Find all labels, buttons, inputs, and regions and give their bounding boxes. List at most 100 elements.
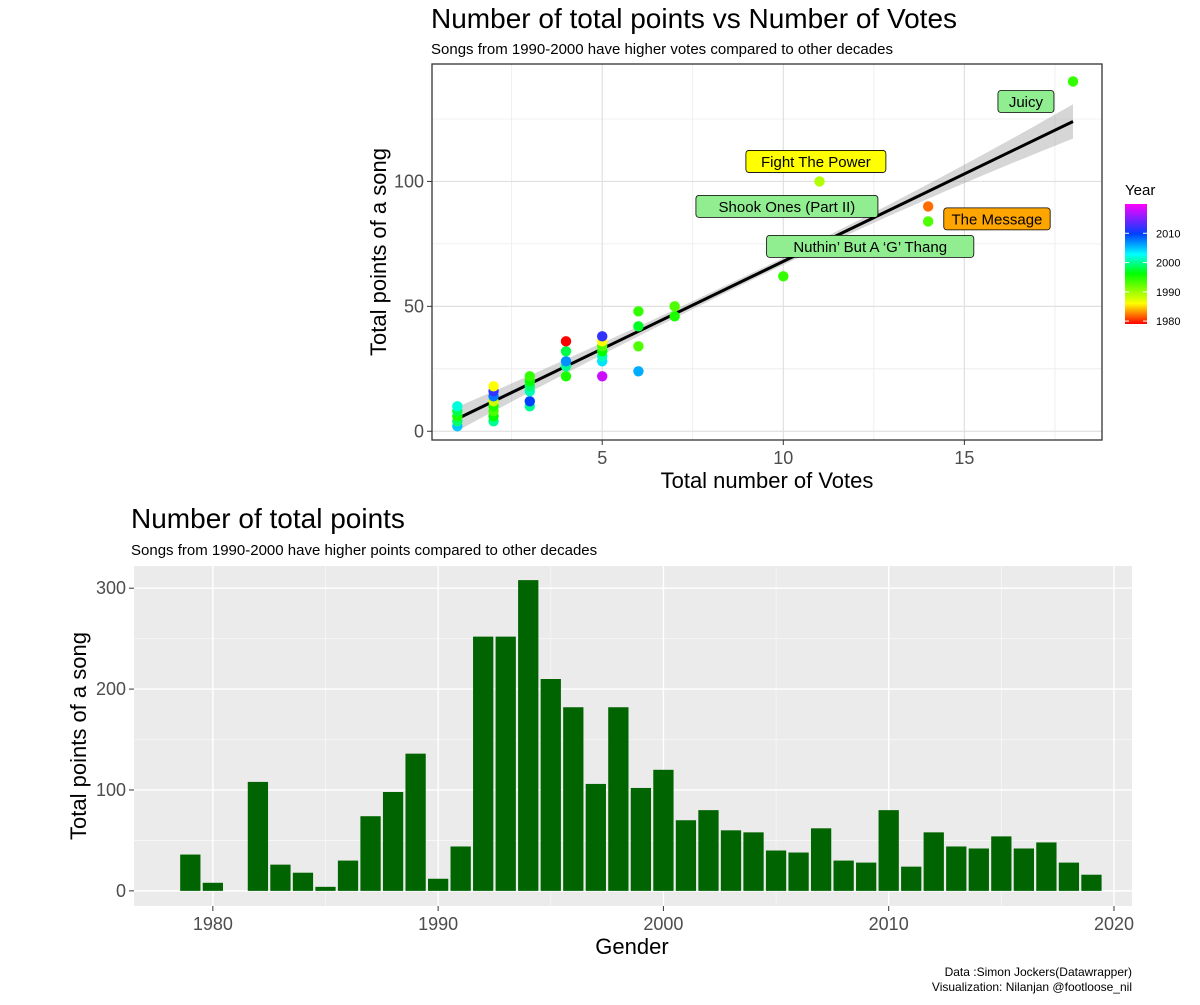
- scatter-x-ticks: 5 10 15: [597, 440, 974, 468]
- bar: [765, 850, 787, 891]
- scatter-point: [669, 301, 680, 312]
- bar-y-tick-label: 300: [96, 578, 126, 598]
- legend-colorbar: [1125, 204, 1147, 324]
- bar: [788, 852, 809, 891]
- scatter-point: [633, 321, 644, 332]
- bar: [878, 810, 899, 891]
- scatter-panel-border: [431, 63, 1103, 441]
- bar: [946, 846, 967, 891]
- bar: [405, 753, 426, 891]
- bar-x-ticks: 1980 1990 2000 2010 2020: [193, 906, 1134, 934]
- scatter-point: [1067, 76, 1079, 87]
- bar-y-axis-label: Total points of a song: [66, 632, 91, 840]
- bar: [473, 636, 494, 891]
- scatter-point: [560, 346, 572, 357]
- scatter-point: [922, 201, 934, 212]
- bar: [1058, 862, 1080, 891]
- bar-x-tick-label: 2010: [869, 914, 909, 934]
- annotation-label: Shook Ones (Part II): [695, 195, 879, 218]
- annotation-label: Nuthin’ But A ‘G’ Thang: [766, 234, 975, 258]
- bar-x-tick-label: 2000: [643, 914, 683, 934]
- scatter-point: [560, 356, 572, 367]
- bar-y-tick-label: 0: [116, 881, 126, 901]
- bar-y-ticks: 0 100 200 300: [96, 578, 134, 901]
- bar-panel: [134, 566, 1132, 906]
- scatter-x-tick-label: 5: [597, 448, 607, 468]
- scatter-points: [452, 76, 1079, 432]
- legend-tick-label: 1980: [1156, 316, 1180, 328]
- trend-confidence-band: [457, 104, 1073, 431]
- bar: [518, 580, 539, 891]
- scatter-point: [452, 401, 463, 412]
- annotation-label: The Message: [943, 207, 1051, 231]
- scatter-point: [778, 271, 789, 282]
- bar: [608, 707, 629, 891]
- scatter-y-tick-label: 100: [394, 171, 424, 191]
- bar: [315, 886, 336, 891]
- bar: [585, 783, 606, 891]
- bar: [360, 816, 381, 891]
- scatter-point: [633, 306, 644, 317]
- bar-x-axis-label: Gender: [595, 934, 668, 959]
- bar: [991, 836, 1012, 891]
- bar: [968, 848, 989, 891]
- bar: [1036, 842, 1057, 891]
- bar: [743, 832, 764, 891]
- bar: [833, 860, 854, 891]
- bar: [856, 862, 877, 891]
- bar: [540, 678, 561, 891]
- bar: [180, 854, 201, 891]
- bar: [720, 830, 742, 891]
- scatter-point: [597, 371, 608, 382]
- bar: [901, 866, 922, 891]
- annotation-text: The Message: [952, 211, 1043, 228]
- bar: [563, 707, 584, 891]
- scatter-y-tick-label: 0: [414, 421, 424, 441]
- legend-tick-label: 2000: [1156, 258, 1180, 270]
- bar: [337, 860, 359, 891]
- annotation-text: Juicy: [1009, 94, 1044, 111]
- bar: [247, 781, 269, 891]
- annotation-box: [766, 234, 975, 258]
- scatter-title: Number of total points vs Number of Vote…: [431, 3, 957, 34]
- annotation-box: [745, 150, 887, 173]
- annotation-label: Juicy: [997, 90, 1055, 113]
- bar: [450, 846, 471, 891]
- scatter-point: [524, 371, 535, 382]
- bar: [427, 878, 449, 891]
- annotation-text: Shook Ones (Part II): [719, 199, 856, 216]
- bar: [270, 864, 291, 891]
- bar: [630, 787, 652, 891]
- scatter-panel: Juicy Fight The Power Shook Ones (Part II)…: [431, 63, 1103, 441]
- scatter-point: [560, 371, 572, 382]
- scatter-point: [814, 176, 825, 187]
- annotation-box: [997, 90, 1055, 113]
- bar-title: Number of total points: [131, 503, 405, 534]
- annotation-text: Fight The Power: [761, 154, 871, 171]
- bar: [292, 872, 314, 891]
- legend-ticks: 1980 1990 2000 2010: [1125, 228, 1180, 328]
- caption-data-source: Data :Simon Jockers(Datawrapper): [945, 965, 1132, 979]
- scatter-y-axis-label: Total points of a song: [366, 148, 391, 356]
- bar-subtitle: Songs from 1990-2000 have higher points …: [131, 542, 597, 559]
- bar-y-tick-label: 100: [96, 780, 126, 800]
- scatter-point: [488, 381, 499, 392]
- bar: [495, 636, 516, 891]
- scatter-point: [524, 396, 535, 407]
- legend-tick-label: 2010: [1156, 228, 1180, 240]
- scatter-subtitle: Songs from 1990-2000 have higher votes c…: [431, 41, 893, 58]
- scatter-y-ticks: 0 50 100: [394, 171, 432, 441]
- bar: [1081, 874, 1102, 891]
- scatter-x-axis-label: Total number of Votes: [661, 468, 874, 493]
- legend-title: Year: [1125, 182, 1155, 199]
- bar-x-tick-label: 1990: [418, 914, 458, 934]
- bar-series: [180, 580, 1102, 891]
- bar: [382, 791, 404, 891]
- bar: [675, 820, 697, 891]
- scatter-annotations: Juicy Fight The Power Shook Ones (Part II)…: [695, 90, 1055, 258]
- bar: [653, 769, 674, 891]
- scatter-y-tick-label: 50: [404, 296, 424, 316]
- legend-tick-label: 1990: [1156, 287, 1180, 299]
